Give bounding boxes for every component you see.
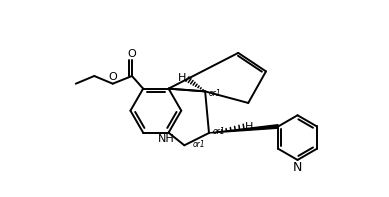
Polygon shape (209, 125, 279, 133)
Text: NH: NH (158, 134, 175, 144)
Text: N: N (293, 161, 302, 174)
Text: H: H (245, 122, 254, 132)
Text: or1: or1 (209, 89, 222, 98)
Text: or1: or1 (193, 140, 205, 149)
Text: H: H (177, 73, 186, 83)
Text: or1: or1 (213, 127, 226, 136)
Text: O: O (109, 72, 117, 82)
Text: O: O (128, 49, 137, 59)
